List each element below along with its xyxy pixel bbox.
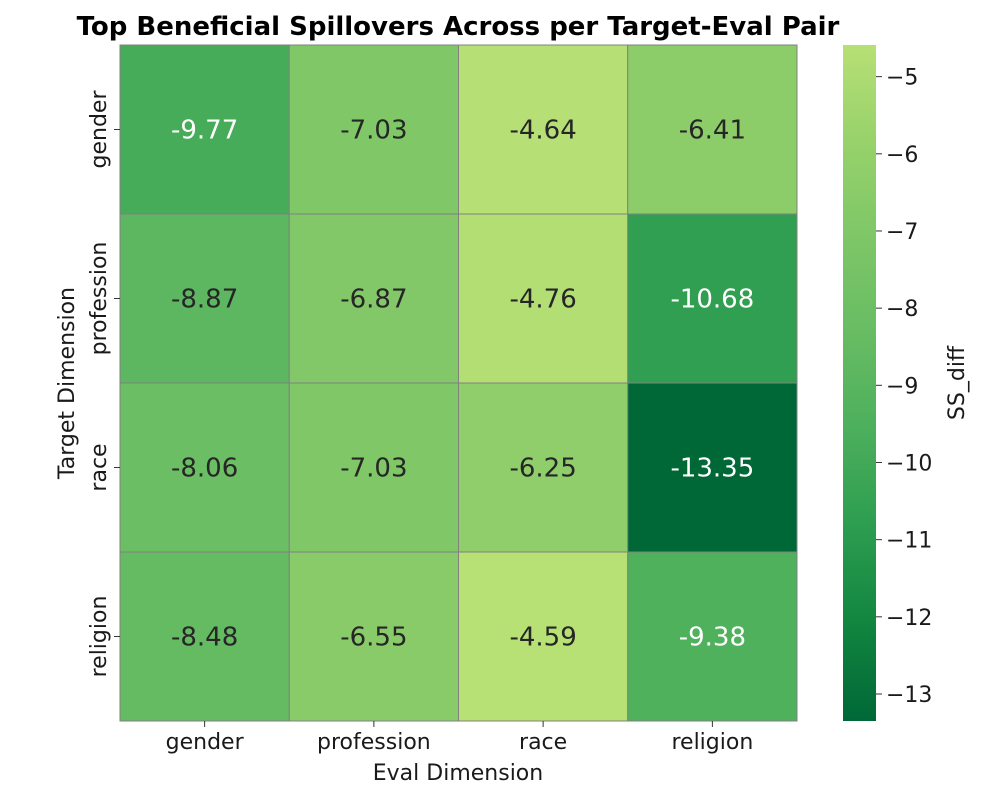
colorbar-tick-label: −11 — [886, 529, 932, 554]
heatmap-cell — [119, 551, 290, 722]
heatmap-cell-value: -6.87 — [340, 285, 407, 315]
colorbar-tick-label: −5 — [886, 66, 918, 91]
heatmap-cell — [627, 44, 798, 215]
heatmap-cell — [119, 213, 290, 384]
heatmap-cell-value: -7.03 — [340, 116, 407, 146]
colorbar-tick-label: −10 — [886, 451, 932, 476]
heatmap-cell-value: -13.35 — [670, 454, 754, 484]
heatmap-cell — [458, 551, 629, 722]
colorbar-ticks: −5 −6 −7 −8 −9 −10 −11 −12 −13 — [876, 66, 932, 708]
heatmap-cell-value: -8.48 — [171, 623, 238, 653]
heatmap-cell — [288, 44, 459, 215]
y-axis-ticks: gender profession race religion — [87, 90, 120, 678]
heatmap-cell-value: -9.38 — [679, 623, 746, 653]
heatmap-cell-value: -7.03 — [340, 454, 407, 484]
colorbar-tick-label: −12 — [886, 606, 932, 631]
y-tick-label: religion — [87, 596, 112, 678]
x-axis-ticks: gender profession race religion — [166, 721, 753, 755]
heatmap-cells — [119, 44, 798, 722]
heatmap-cell — [627, 551, 798, 722]
heatmap-cell-value: -8.06 — [171, 454, 238, 484]
colorbar-tick-label: −9 — [886, 374, 918, 399]
x-tick-label: profession — [317, 730, 431, 755]
heatmap-cell-value: -8.87 — [171, 285, 238, 315]
heatmap-cell-value: -4.76 — [509, 285, 576, 315]
heatmap-cell-value: -6.25 — [509, 454, 576, 484]
y-axis-label: Target Dimension — [55, 287, 80, 480]
heatmap-cell-value: -4.59 — [509, 623, 576, 653]
x-axis-label: Eval Dimension — [373, 761, 543, 786]
heatmap-cell — [288, 213, 459, 384]
colorbar-tick-label: −13 — [886, 683, 932, 708]
heatmap-cell — [627, 382, 798, 553]
colorbar — [843, 45, 876, 721]
heatmap-cell-value: -10.68 — [670, 285, 754, 315]
x-tick-label: gender — [166, 730, 245, 755]
chart-title: Top Beneficial Spillovers Across per Tar… — [77, 12, 840, 42]
x-tick-label: race — [519, 730, 567, 755]
y-tick-label: race — [87, 443, 112, 491]
heatmap-cell — [288, 551, 459, 722]
heatmap-cell — [119, 44, 290, 215]
heatmap-cell-labels: -9.77 -7.03 -4.64 -6.41 -8.87 -6.87 -4.76 -10.6… — [171, 116, 754, 653]
heatmap-cell — [288, 382, 459, 553]
heatmap-cell-value: -4.64 — [509, 116, 576, 146]
heatmap-cell-value: -6.55 — [340, 623, 407, 653]
heatmap-cell-value: -6.41 — [679, 116, 746, 146]
heatmap-cell-value: -9.77 — [171, 116, 238, 146]
colorbar-tick-label: −6 — [886, 143, 918, 168]
heatmap-cell — [627, 213, 798, 384]
y-tick-label: gender — [87, 90, 112, 169]
heatmap-cell — [458, 213, 629, 384]
colorbar-tick-label: −8 — [886, 297, 918, 322]
heatmap-cell — [458, 44, 629, 215]
y-tick-label: profession — [87, 242, 112, 356]
x-tick-label: religion — [671, 730, 753, 755]
colorbar-label: SS_diff — [945, 345, 970, 420]
colorbar-tick-label: −7 — [886, 220, 918, 245]
